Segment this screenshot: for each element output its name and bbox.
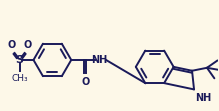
Text: CH₃: CH₃ — [11, 74, 28, 83]
Text: O: O — [7, 40, 16, 50]
Text: S: S — [16, 55, 24, 65]
Text: NH: NH — [195, 93, 211, 103]
Text: NH: NH — [91, 55, 107, 65]
Text: O: O — [23, 40, 32, 50]
Text: O: O — [81, 77, 89, 87]
